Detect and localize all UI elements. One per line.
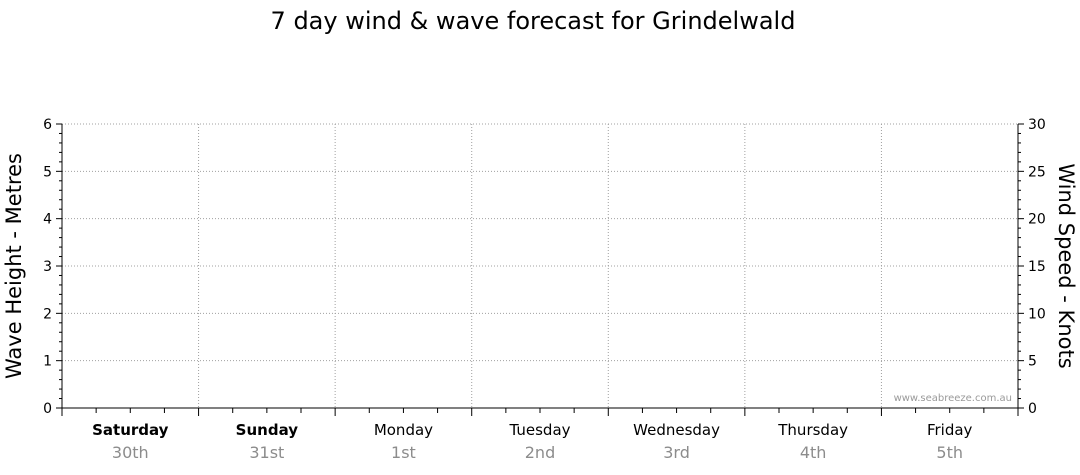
day-labels: Saturday 30th Sunday 31st Monday 1st Tuesday 2n… [92, 421, 972, 462]
right-tick-label: 15 [1028, 259, 1046, 275]
date-label: 2nd [525, 443, 555, 462]
day-label: Tuesday [508, 421, 570, 439]
day-label: Saturday [92, 421, 169, 439]
date-label: 4th [800, 443, 827, 462]
right-tick-label: 0 [1028, 401, 1037, 417]
left-tick-label: 6 [43, 117, 52, 133]
day-label: Monday [374, 421, 433, 439]
date-label: 5th [936, 443, 963, 462]
left-tick-label: 4 [43, 212, 52, 228]
grid [62, 123, 1018, 408]
chart-title: 7 day wind & wave forecast for Grindelwa… [271, 7, 796, 35]
left-tick-label: 5 [43, 164, 52, 180]
date-label: 1st [391, 443, 416, 462]
left-tick-label: 2 [43, 306, 52, 322]
left-axis-ticks: 0 1 2 3 4 5 6 [43, 117, 62, 417]
date-label: 31st [249, 443, 284, 462]
right-axis-ticks: 0 5 10 15 20 25 30 [1018, 117, 1046, 417]
right-tick-label: 10 [1028, 306, 1046, 322]
watermark: www.seabreeze.com.au [894, 393, 1012, 404]
left-tick-label: 1 [43, 354, 52, 370]
day-label: Wednesday [633, 421, 720, 439]
y-axis-right-label: Wind Speed - Knots [1054, 163, 1078, 368]
y-axis-left-label: Wave Height - Metres [2, 153, 26, 379]
right-tick-label: 20 [1028, 212, 1046, 228]
day-label: Thursday [777, 421, 848, 439]
right-tick-label: 25 [1028, 164, 1046, 180]
date-label: 3rd [663, 443, 690, 462]
left-tick-label: 3 [43, 259, 52, 275]
right-tick-label: 30 [1028, 117, 1046, 133]
day-label: Friday [927, 421, 973, 439]
day-label: Sunday [236, 421, 299, 439]
right-tick-label: 5 [1028, 354, 1037, 370]
left-tick-label: 0 [43, 401, 52, 417]
axes [61, 124, 1019, 416]
date-label: 30th [112, 443, 149, 462]
